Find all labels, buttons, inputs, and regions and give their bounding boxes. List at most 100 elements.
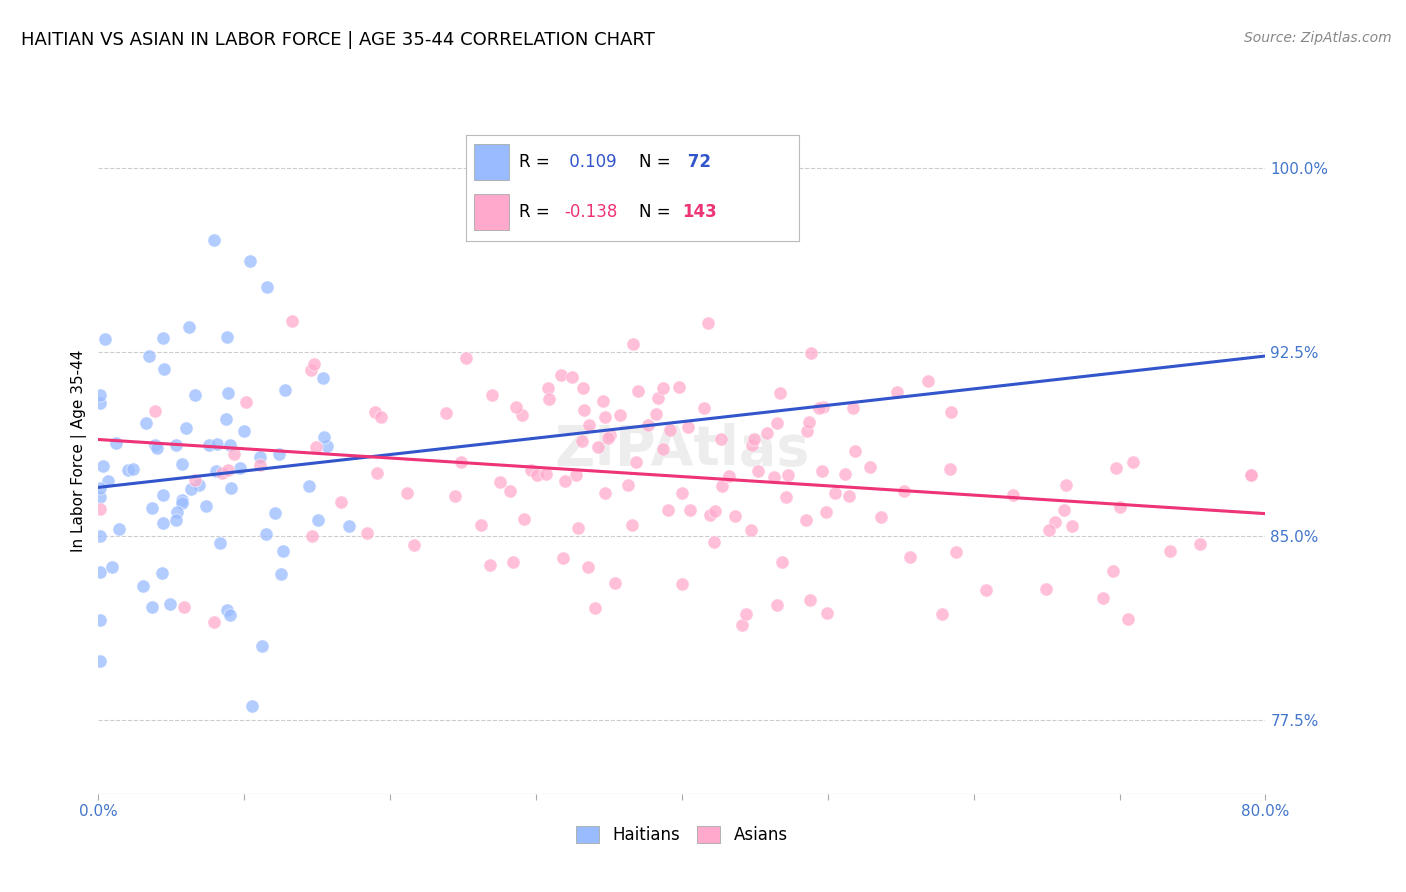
Point [583, 600, 606, 615]
Point [941, 405, 963, 419]
Point [740, 523, 762, 537]
Point [132, 579, 155, 593]
Point [637, 417, 659, 432]
Point [735, 607, 758, 622]
Point [578, 417, 600, 432]
Point [505, 400, 527, 414]
Point [499, 483, 522, 498]
Point [696, 316, 718, 330]
Point [917, 374, 939, 388]
Point [572, 380, 595, 394]
Point [741, 438, 763, 452]
Text: ZIPAtlas: ZIPAtlas [554, 424, 810, 477]
Text: R =: R = [519, 153, 555, 170]
Point [150, 566, 173, 581]
Point [945, 545, 967, 559]
Point [815, 607, 838, 621]
Point [159, 597, 181, 611]
Point [89, 387, 111, 401]
Point [256, 280, 278, 294]
Point [89, 501, 111, 516]
Point [550, 368, 572, 382]
Point [537, 381, 560, 395]
Point [100, 559, 122, 574]
Point [89, 613, 111, 627]
Point [886, 385, 908, 400]
Point [1122, 455, 1144, 469]
Point [537, 392, 560, 406]
Text: -0.138: -0.138 [564, 202, 617, 220]
Point [222, 447, 245, 461]
Point [724, 509, 747, 524]
Point [1092, 591, 1115, 606]
Point [797, 415, 820, 429]
Point [627, 384, 650, 399]
Point [184, 473, 207, 487]
Point [489, 475, 512, 489]
Point [844, 443, 866, 458]
Point [811, 464, 834, 478]
Point [395, 485, 418, 500]
Point [165, 513, 187, 527]
Point [898, 550, 921, 565]
Point [215, 412, 238, 426]
Y-axis label: In Labor Force | Age 35-44: In Labor Force | Age 35-44 [72, 350, 87, 551]
Point [143, 403, 166, 417]
Point [443, 489, 465, 503]
Point [450, 455, 472, 469]
Point [215, 330, 238, 344]
Point [145, 438, 167, 452]
Point [117, 463, 139, 477]
Point [1054, 478, 1077, 492]
Point [1043, 515, 1066, 529]
Point [842, 401, 865, 416]
Point [299, 363, 322, 377]
Point [679, 503, 702, 517]
Point [551, 551, 574, 566]
Point [264, 506, 287, 520]
Point [312, 430, 335, 444]
Point [1159, 543, 1181, 558]
Point [704, 504, 727, 518]
Point [122, 462, 145, 476]
Point [939, 462, 962, 476]
Legend: Haitians, Asians: Haitians, Asians [569, 819, 794, 851]
Point [763, 470, 786, 484]
Point [561, 370, 583, 384]
Point [207, 437, 229, 451]
Point [152, 488, 174, 502]
Point [208, 535, 231, 549]
Point [513, 512, 536, 526]
Point [717, 468, 740, 483]
Point [676, 420, 699, 434]
Point [218, 608, 240, 623]
Point [1053, 502, 1076, 516]
Point [624, 455, 647, 469]
Point [93, 332, 115, 346]
Point [89, 529, 111, 543]
Point [152, 362, 174, 376]
Point [731, 617, 754, 632]
Point [870, 510, 893, 524]
Point [217, 463, 239, 477]
Point [520, 463, 543, 477]
Point [693, 401, 716, 415]
Point [370, 410, 392, 425]
Point [242, 699, 264, 714]
Point [815, 505, 838, 519]
Text: Source: ZipAtlas.com: Source: ZipAtlas.com [1244, 31, 1392, 45]
Point [651, 442, 673, 457]
Point [671, 577, 693, 591]
Point [219, 481, 242, 495]
Point [302, 357, 325, 371]
Point [202, 615, 225, 629]
Point [976, 582, 998, 597]
Point [165, 438, 187, 452]
Point [893, 483, 915, 498]
Point [598, 431, 620, 445]
Point [834, 467, 856, 482]
Point [796, 424, 818, 438]
Point [1001, 488, 1024, 502]
Point [742, 432, 765, 446]
Point [800, 345, 823, 359]
